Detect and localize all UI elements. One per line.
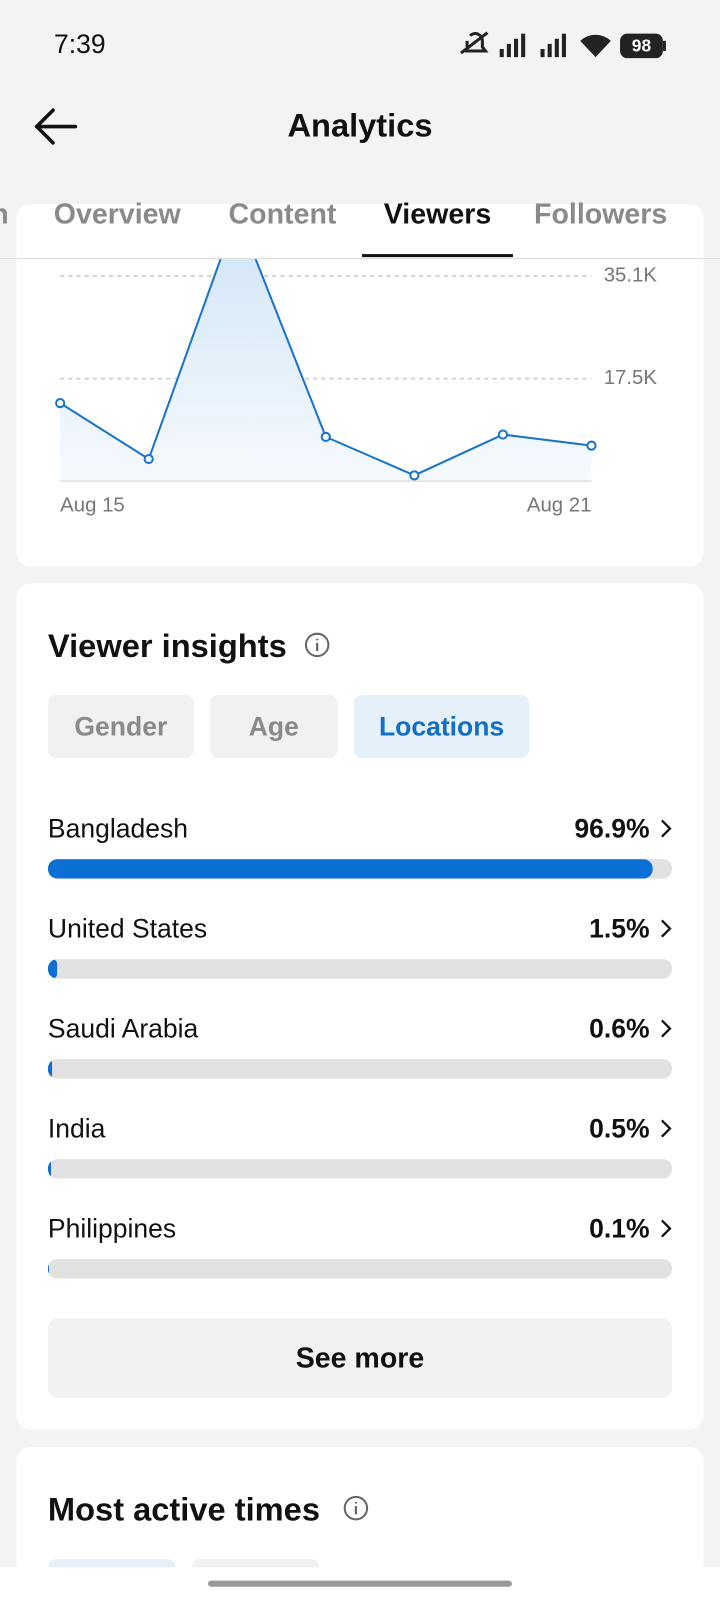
chevron[interactable] [658,1217,674,1241]
point [320,431,331,443]
bar [47,1059,52,1079]
tab[interactable]: Content [228,197,337,230]
chevron[interactable] [658,917,674,941]
x-tick-label: Aug 15 [60,495,125,517]
section-title: Most active times [47,1490,320,1528]
info-icon[interactable] [304,632,333,661]
bar-track [47,1159,673,1179]
chart-card [16,204,704,567]
tab[interactable]: n [0,198,9,231]
location-name: India [47,1113,106,1144]
bar-track [47,859,673,879]
location-percent: 0.1% [589,1213,650,1244]
chevron[interactable] [658,1117,674,1141]
location-percent: 0.6% [589,1013,650,1044]
point [143,453,154,465]
y-tick-label: 35.1K [604,264,658,286]
bar-track [47,1059,673,1079]
bar [47,859,653,879]
home-indicator [208,1580,512,1587]
info-icon[interactable] [343,1495,372,1524]
bar [47,1259,49,1279]
back-button[interactable] [31,106,82,147]
bar [47,1159,52,1179]
point [409,470,420,481]
section-title: Viewer insights [47,627,287,665]
status-time: 7:39 [54,28,106,60]
tab-indicator [362,254,513,258]
bar-track [47,1259,673,1279]
point [586,440,597,451]
location-percent: 0.5% [589,1113,650,1144]
tab[interactable]: Viewers [383,197,492,230]
filter-chip[interactable]: Age [210,694,338,759]
tab[interactable]: Followers [534,197,668,230]
area [60,259,592,481]
y-tick-label: 17.5K [604,367,658,389]
tab[interactable]: Overview [53,197,181,230]
see-more-button[interactable]: See more [47,1318,673,1398]
header-title: Analytics [287,107,433,144]
filter-chip[interactable]: Gender [47,694,194,759]
location-name: United States [47,913,208,944]
plot [55,259,597,481]
bar-track [47,959,673,979]
location-name: Bangladesh [47,813,188,844]
battery-level: 98 [632,36,652,56]
chart: 17.5K 35.1K Aug 15 Aug 21 [55,259,658,517]
location-name: Saudi Arabia [47,1013,199,1044]
status-icons: 98 [460,31,666,59]
location-name: Philippines [47,1213,177,1244]
point [497,429,509,440]
tab-divider [0,258,720,260]
location-percent: 96.9% [574,813,650,844]
chevron[interactable] [658,1017,674,1041]
x-tick-label: Aug 21 [527,495,592,517]
chevron[interactable] [658,817,674,841]
filter-chip[interactable]: Locations [353,694,530,759]
point [55,398,66,409]
bar [47,959,58,979]
location-percent: 1.5% [589,913,650,944]
